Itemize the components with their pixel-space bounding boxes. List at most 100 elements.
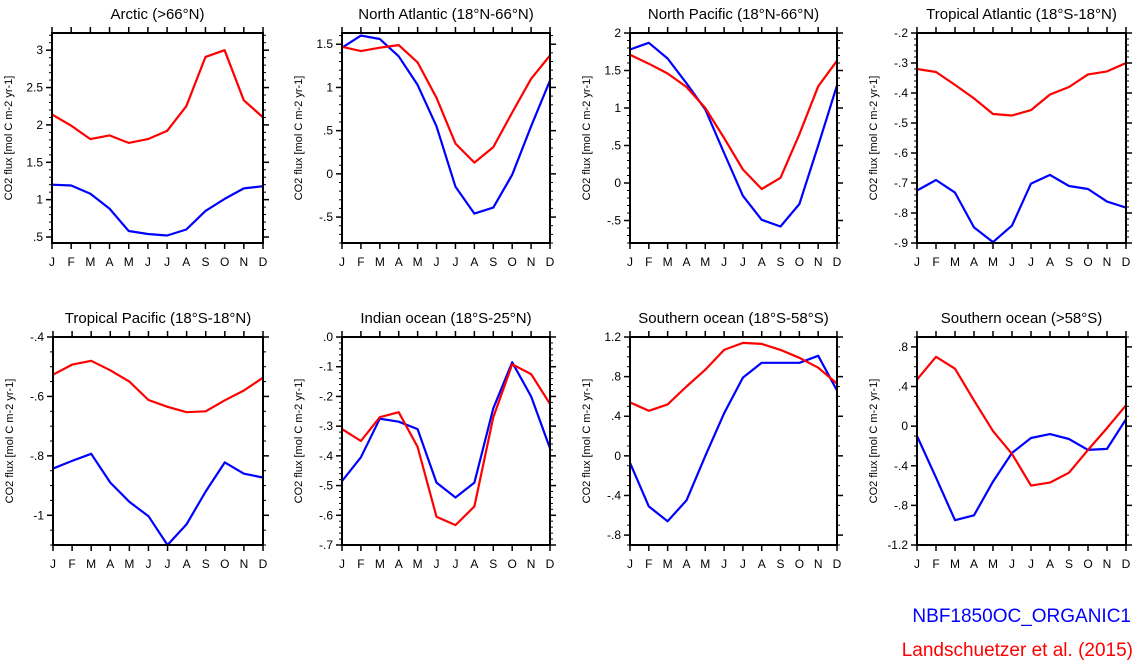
x-tick-label: M: [663, 557, 673, 571]
x-tick-label: J: [1009, 255, 1015, 269]
panel-8: Southern ocean (>58°S) CO2 flux [mol C m-…: [868, 310, 1132, 571]
panel-title: Southern ocean (>58°S): [941, 310, 1103, 327]
x-tick-label: J: [721, 557, 727, 571]
x-tick-label: S: [201, 255, 209, 269]
x-tick-label: J: [740, 557, 746, 571]
y-axis-label: CO2 flux [mol C m-2 yr-1]: [4, 379, 16, 504]
y-tick-label: 1: [36, 193, 43, 207]
series-line-observations: [53, 359, 263, 414]
x-tick-label: D: [833, 557, 842, 571]
series-line-model: [917, 173, 1126, 243]
y-tick-label: 1: [614, 101, 621, 115]
x-tick-label: M: [375, 557, 385, 571]
x-tick-label: J: [627, 557, 633, 571]
series-line-observations: [342, 43, 550, 164]
x-tick-label: A: [758, 255, 766, 269]
series-line-observations: [630, 341, 837, 412]
x-tick-label: J: [339, 557, 345, 571]
x-tick-label: M: [663, 255, 673, 269]
y-axis-label: CO2 flux [mol C m-2 yr-1]: [293, 76, 305, 201]
y-tick-label: -.8: [894, 498, 908, 512]
legend-model: NBF1850OC_ORGANIC1: [912, 606, 1131, 627]
x-tick-label: J: [1028, 255, 1034, 269]
series-line-observations: [917, 61, 1126, 117]
series-line-observations: [342, 363, 550, 527]
y-tick-label: -.4: [319, 449, 333, 463]
x-tick-label: A: [470, 255, 478, 269]
x-tick-label: J: [50, 557, 56, 571]
x-tick-label: A: [1046, 255, 1054, 269]
y-tick-label: -.8: [30, 449, 44, 463]
x-tick-label: F: [68, 557, 75, 571]
x-tick-label: N: [814, 255, 823, 269]
panel-4: Tropical Atlantic (18°S-18°N) CO2 flux [m…: [868, 6, 1132, 269]
series-line-observations: [917, 355, 1126, 487]
y-tick-label: -.2: [319, 389, 333, 403]
x-tick-label: A: [395, 557, 403, 571]
y-tick-label: -.5: [319, 479, 333, 493]
panel-1: Arctic (>66°N) CO2 flux [mol C m-2 yr-1].…: [3, 6, 269, 269]
x-tick-label: N: [527, 255, 536, 269]
y-tick-label: 0: [614, 176, 621, 190]
x-tick-label: D: [1122, 557, 1131, 571]
y-tick-label: -.3: [894, 56, 908, 70]
x-tick-label: O: [795, 255, 804, 269]
x-tick-label: D: [546, 557, 555, 571]
y-tick-label: 1: [326, 80, 333, 94]
x-tick-label: J: [914, 255, 920, 269]
plot-frame: [629, 336, 838, 546]
y-tick-label: -.6: [319, 508, 333, 522]
y-tick-label: -.5: [607, 214, 621, 228]
series-line-observations: [52, 49, 263, 144]
panel-title: Tropical Atlantic (18°S-18°N): [926, 6, 1117, 23]
x-tick-label: M: [413, 255, 423, 269]
x-tick-label: D: [833, 255, 842, 269]
x-tick-label: N: [1103, 255, 1112, 269]
x-tick-label: O: [1083, 557, 1092, 571]
y-tick-label: 1.5: [316, 37, 333, 51]
x-tick-label: M: [375, 255, 385, 269]
series-line-model: [342, 361, 550, 499]
plot-frame: [916, 32, 1127, 244]
y-tick-label: 2: [614, 26, 621, 40]
y-tick-label: -.9: [894, 236, 908, 250]
plot-frame: [629, 32, 838, 244]
x-tick-label: S: [489, 557, 497, 571]
panel-5: Tropical Pacific (18°S-18°N) CO2 flux [mo…: [4, 310, 269, 571]
y-tick-label: -.4: [607, 488, 621, 502]
y-tick-label: -.6: [894, 146, 908, 160]
x-tick-label: J: [1028, 557, 1034, 571]
y-tick-label: 3: [36, 43, 43, 57]
y-tick-label: 1.5: [26, 155, 43, 169]
x-tick-label: M: [950, 557, 960, 571]
y-tick-label: 1.5: [604, 64, 621, 78]
y-axis-label: CO2 flux [mol C m-2 yr-1]: [3, 76, 15, 201]
x-tick-label: S: [777, 557, 785, 571]
panel-title: North Atlantic (18°N-66°N): [358, 6, 533, 23]
x-tick-label: F: [932, 255, 939, 269]
y-axis-label: CO2 flux [mol C m-2 yr-1]: [293, 379, 305, 504]
plot-frame: [51, 32, 264, 244]
x-tick-label: D: [259, 557, 268, 571]
y-tick-label: 0: [614, 449, 621, 463]
x-tick-label: J: [165, 557, 171, 571]
y-tick-label: 0: [326, 167, 333, 181]
y-tick-label: -.4: [894, 86, 908, 100]
y-tick-label: -.6: [30, 389, 44, 403]
x-tick-label: A: [758, 557, 766, 571]
x-tick-label: J: [339, 255, 345, 269]
x-tick-label: M: [988, 557, 998, 571]
x-tick-label: J: [145, 557, 151, 571]
panel-title: North Pacific (18°N-66°N): [648, 6, 819, 23]
x-tick-label: M: [124, 255, 134, 269]
y-tick-label: -.7: [894, 176, 908, 190]
y-tick-label: -.5: [319, 210, 333, 224]
series-line-model: [342, 34, 550, 215]
legend-observations: Landschuetzer et al. (2015): [902, 640, 1133, 661]
y-tick-label: 2: [36, 118, 43, 132]
x-tick-label: J: [721, 255, 727, 269]
y-tick-label: 2.5: [26, 81, 43, 95]
series-line-model: [630, 41, 837, 228]
panel-title: Tropical Pacific (18°S-18°N): [65, 310, 252, 327]
